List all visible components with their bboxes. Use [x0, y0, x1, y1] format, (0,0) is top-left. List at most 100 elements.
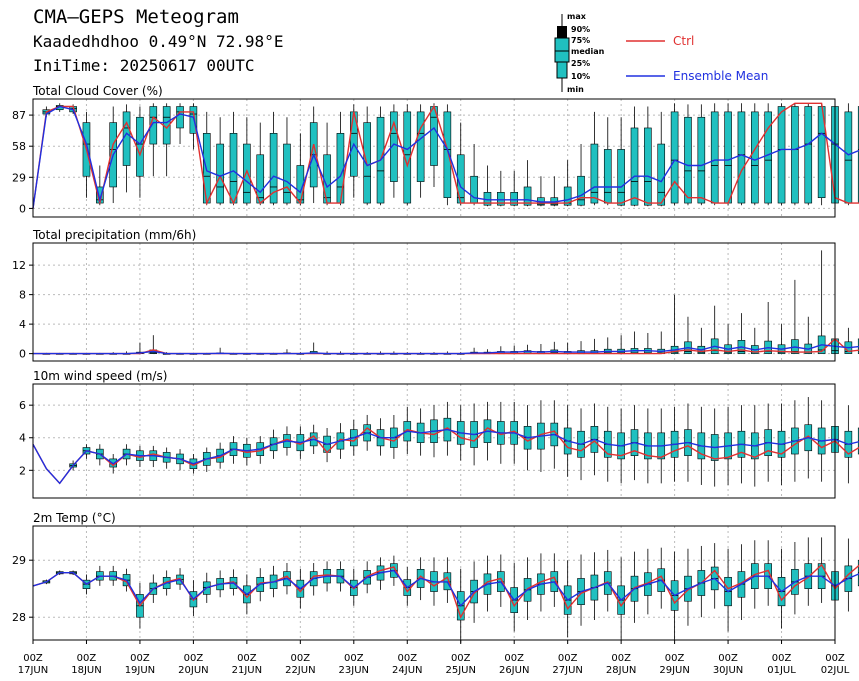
legend-box — [554, 37, 570, 63]
x-tick-date: 02JUL — [821, 665, 850, 676]
mean-line — [33, 344, 859, 355]
y-tick-label: 58 — [12, 140, 26, 153]
panel-title: 10m wind speed (m/s) — [33, 369, 167, 383]
legend-box-lower-outer — [556, 61, 568, 79]
box — [497, 192, 505, 206]
y-tick-label: 4 — [19, 318, 26, 331]
x-tick-hour: 00Z — [23, 653, 43, 664]
box — [670, 111, 679, 204]
legend-label-p75: 75% — [571, 36, 590, 45]
box — [644, 127, 652, 206]
panel-2: 10m wind speed (m/s) 2 4 6 — [19, 369, 859, 499]
box — [697, 116, 706, 204]
box — [443, 111, 452, 198]
x-tick-hour: 00Z — [130, 653, 150, 664]
y-tick-label: 0 — [19, 348, 26, 361]
box — [416, 111, 425, 182]
legend-label-median: median — [571, 47, 605, 56]
box — [269, 133, 278, 204]
box — [684, 116, 692, 204]
box — [617, 149, 625, 206]
x-tick-hour: 00Z — [611, 653, 631, 664]
y-tick-label: 29 — [12, 171, 26, 184]
location-label: Kaadedhdhoo 0.49°N 72.98°E — [33, 32, 284, 51]
x-tick-hour: 00Z — [237, 653, 257, 664]
y-tick-label: 6 — [19, 399, 26, 412]
x-tick-date: 23JUN — [339, 665, 369, 676]
y-tick-label: 2 — [19, 464, 26, 477]
panel-frame — [32, 242, 836, 362]
box — [764, 111, 772, 204]
y-tick-label: 87 — [12, 109, 26, 122]
x-tick-hour: 00Z — [77, 653, 97, 664]
y-tick-label: 29 — [12, 554, 26, 567]
legend: max 90% 75% median 25% 10% min Ctrl Ense… — [554, 12, 768, 94]
box — [630, 127, 639, 206]
x-tick-date: 18JUN — [71, 665, 101, 676]
ctrl-line — [32, 427, 859, 485]
panel-0: Total Cloud Cover (%) 0 29 58 87 — [12, 84, 859, 218]
x-tick-date: 22JUN — [285, 665, 315, 676]
legend-ctrl-label: Ctrl — [673, 34, 694, 48]
x-tick-date: 26JUN — [499, 665, 529, 676]
panel-frame — [32, 525, 836, 641]
y-tick-label: 4 — [19, 432, 26, 445]
box — [804, 106, 813, 204]
box — [844, 111, 853, 204]
legend-label-p10: 10% — [571, 72, 590, 81]
x-tick-hour: 00Z — [184, 653, 204, 664]
x-tick-date: 21JUN — [232, 665, 262, 676]
x-tick-date: 17JUN — [18, 665, 48, 676]
x-tick-date: 29JUN — [659, 665, 689, 676]
box — [176, 106, 184, 129]
box — [229, 133, 238, 204]
x-tick-hour: 00Z — [558, 653, 578, 664]
ctrl-line — [32, 102, 859, 209]
box — [791, 106, 799, 204]
y-tick-label: 28 — [12, 611, 26, 624]
panels: Total Cloud Cover (%) 0 29 58 87 Total precip… — [12, 84, 859, 643]
box — [216, 143, 224, 204]
panel-frame — [32, 98, 836, 218]
box — [323, 154, 331, 204]
box — [657, 143, 666, 206]
x-tick-hour: 00Z — [397, 653, 417, 664]
x-tick-date: 27JUN — [552, 665, 582, 676]
y-tick-label: 0 — [19, 202, 26, 215]
mean-line — [32, 428, 859, 485]
y-tick-label: 12 — [12, 259, 26, 272]
box — [243, 143, 251, 204]
x-tick-date: 01JUL — [767, 665, 796, 676]
panel-title: Total precipitation (mm/6h) — [32, 228, 196, 242]
box — [724, 111, 732, 204]
x-tick-hour: 00Z — [665, 653, 685, 664]
box — [523, 186, 532, 206]
x-axis: 00Z17JUN00Z18JUN00Z19JUN00Z20JUN00Z21JUN… — [18, 640, 850, 676]
box — [603, 149, 612, 204]
x-tick-hour: 00Z — [718, 653, 738, 664]
box — [737, 111, 746, 204]
legend-mean-label: Ensemble Mean — [673, 69, 768, 83]
x-tick-date: 30JUN — [713, 665, 743, 676]
box — [777, 106, 786, 204]
panel-frame — [32, 383, 836, 499]
x-tick-hour: 00Z — [344, 653, 364, 664]
panel-1: Total precipitation (mm/6h) 0 4 8 12 — [12, 228, 859, 362]
legend-label-min: min — [567, 85, 584, 94]
box — [510, 192, 519, 206]
legend-label-max: max — [567, 12, 587, 21]
panel-3: 2m Temp (°C) 28 29 — [12, 511, 859, 643]
box — [283, 143, 291, 204]
x-tick-hour: 00Z — [772, 653, 792, 664]
x-tick-date: 19JUN — [125, 665, 155, 676]
x-tick-date: 25JUN — [445, 665, 475, 676]
legend-box-upper-outer — [557, 26, 567, 43]
box — [336, 133, 345, 204]
panel-title: 2m Temp (°C) — [33, 511, 116, 525]
page-title: CMA–GEPS Meteogram — [33, 6, 239, 28]
box — [390, 111, 398, 182]
box — [577, 175, 585, 206]
mean-line — [32, 105, 859, 209]
